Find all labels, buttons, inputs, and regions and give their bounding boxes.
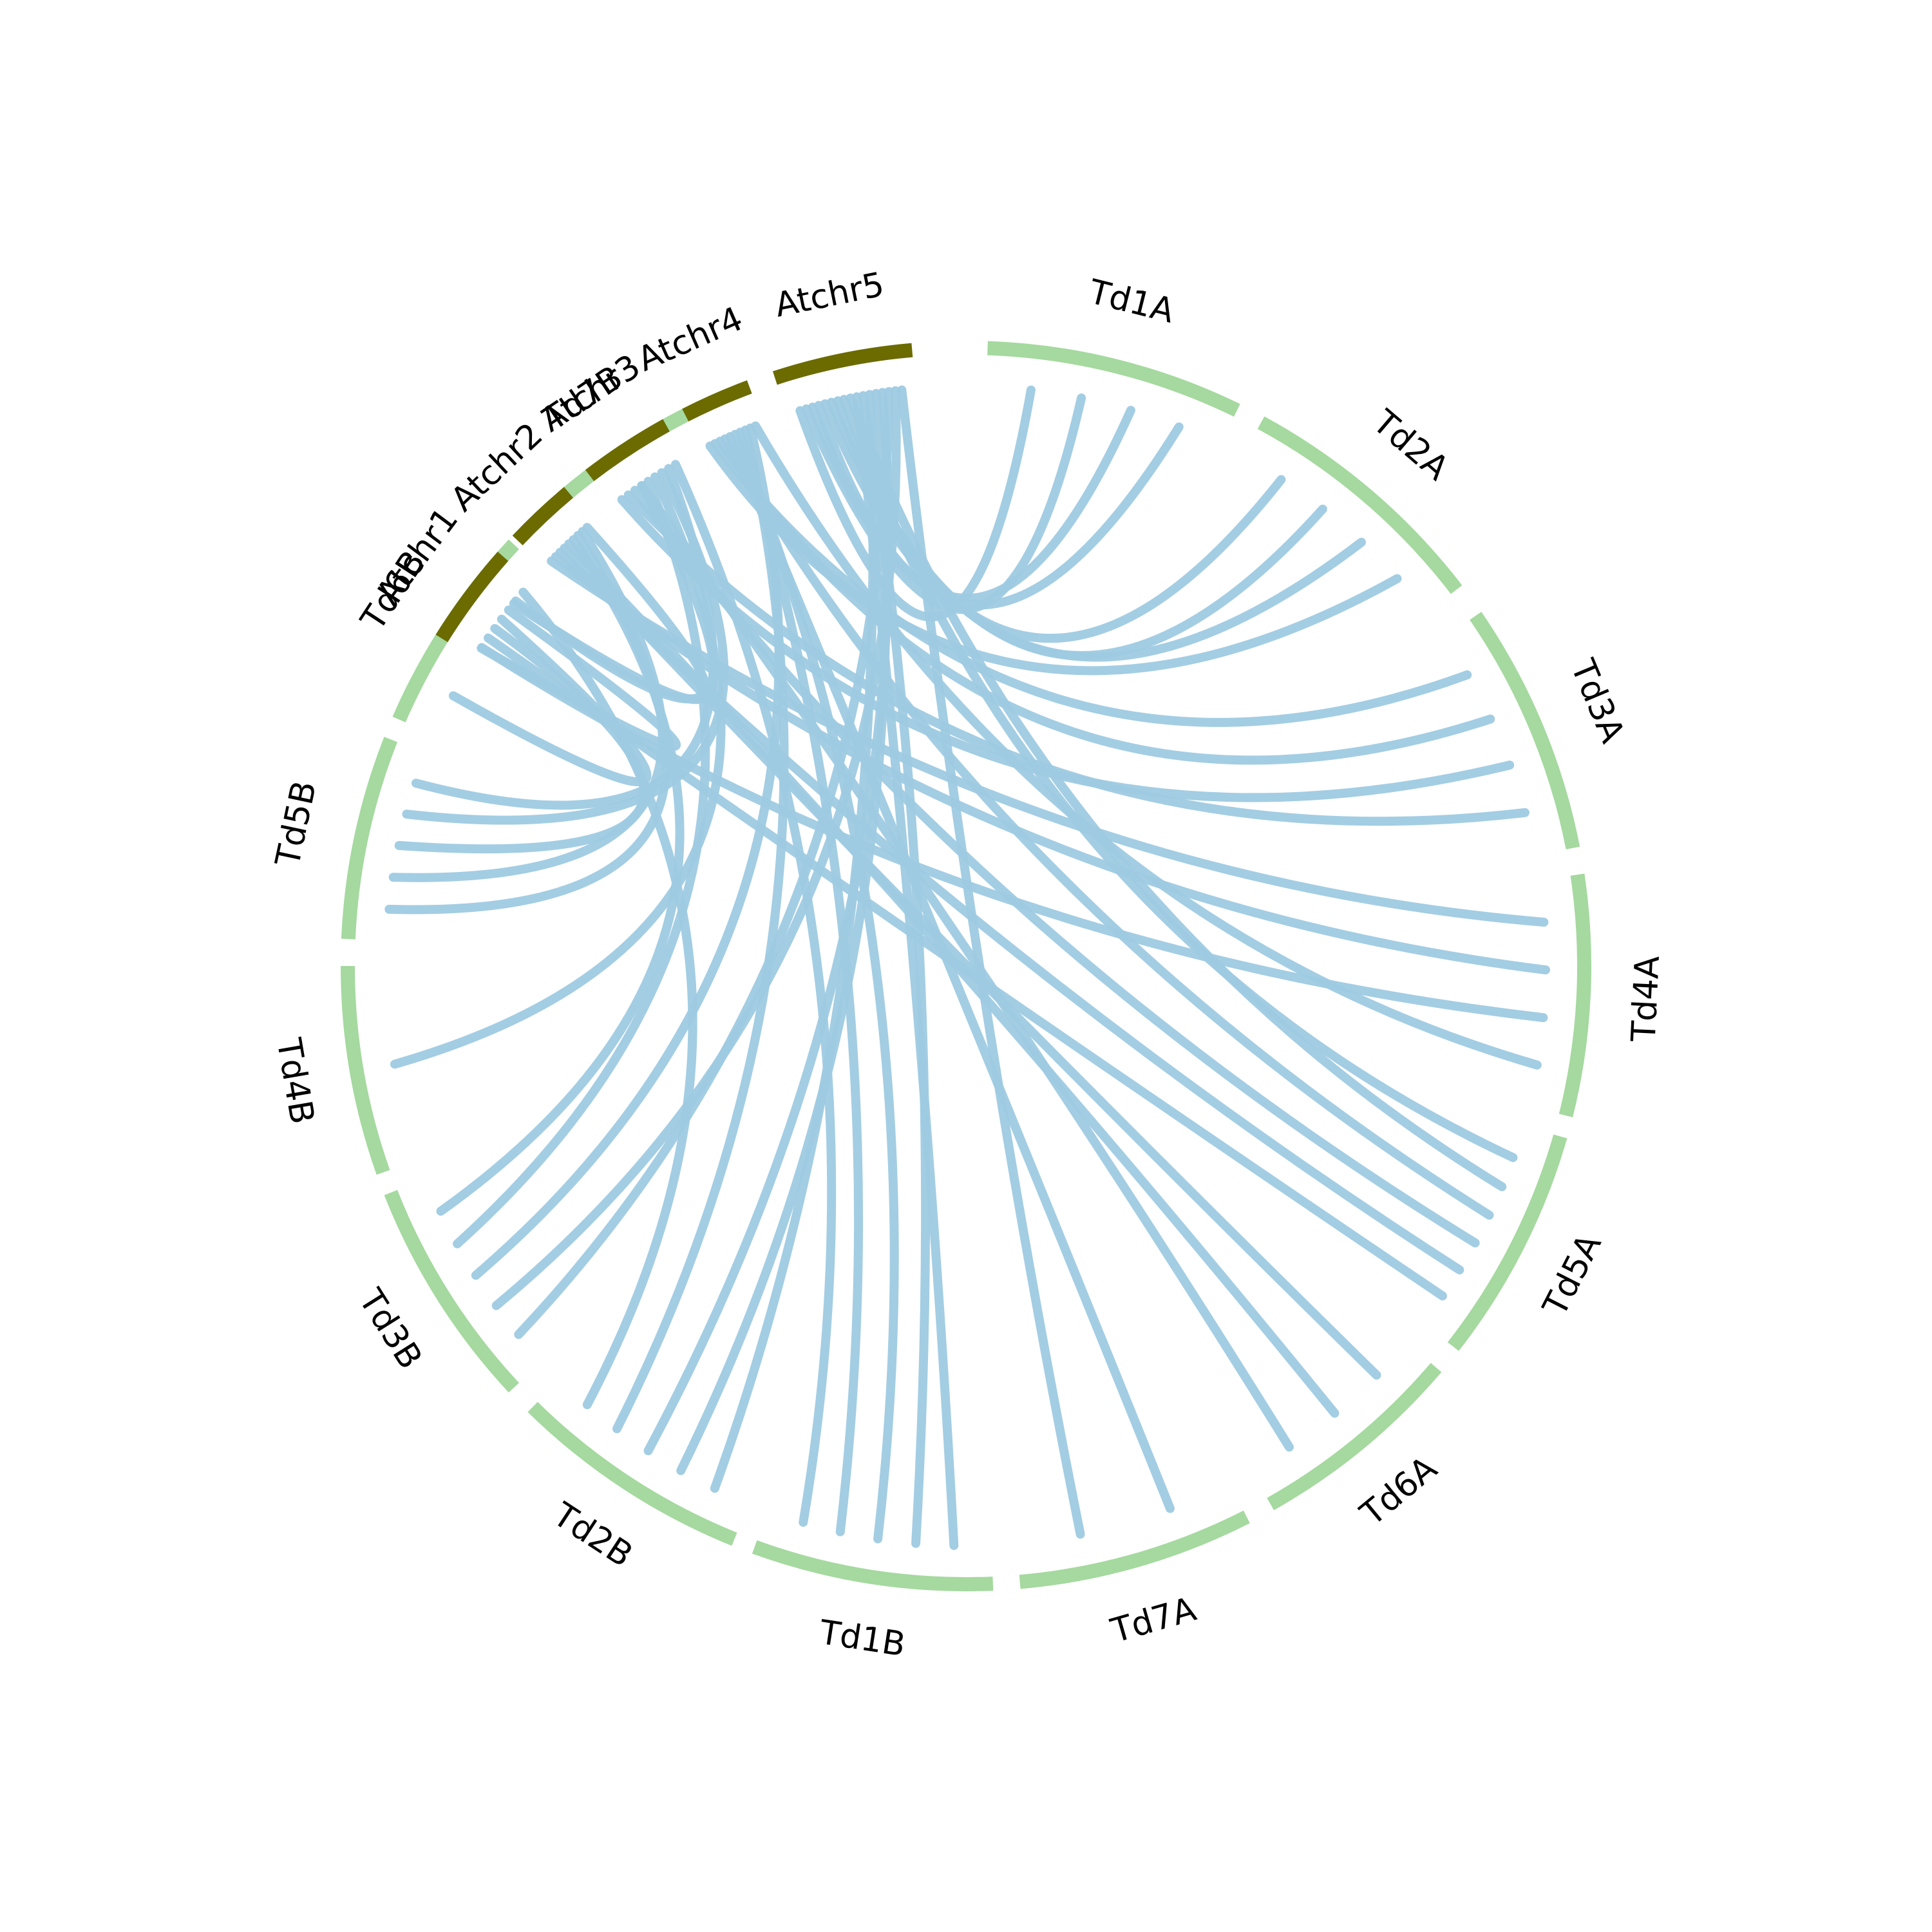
chromosome-arc-td2b	[527, 1401, 737, 1546]
chromosome-label-td1a: Td1A	[1084, 272, 1178, 331]
chromosome-arc-atchr2	[512, 487, 574, 545]
chromosome-label-td2b: Td2B	[545, 1495, 639, 1575]
chromosome-arc-atchr5	[772, 343, 913, 385]
chromosome-label-td5a: Td5A	[1535, 1227, 1609, 1322]
synteny-link-atchr1-td7b	[511, 480, 718, 704]
synteny-link-atchr3-td5b	[411, 464, 718, 810]
chromosome-arc-td4a	[1558, 873, 1591, 1117]
chromosome-label-td6a: Td6A	[1353, 1449, 1444, 1534]
synteny-link-atchr3-td1b	[670, 460, 837, 1527]
synteny-link-atchr5-td7a	[897, 385, 1085, 1539]
synteny-link-atchr5-td1a	[814, 401, 1184, 610]
synteny-link-atchr2-td6a	[560, 544, 1381, 1380]
synteny-link-atchr3-td3b	[453, 477, 710, 1249]
synteny-link-atchr1-td2b	[518, 587, 697, 1410]
chromosome-arc-td3a	[1470, 612, 1580, 849]
chromosome-arc-atchr4	[682, 380, 752, 422]
synteny-link-atchr4-td4a	[751, 421, 1542, 1070]
synteny-link-atchr4-td5a	[720, 434, 1494, 1220]
chromosome-label-atchr1: Atchr1	[369, 500, 466, 612]
chromosome-label-atchr2: Atchr2	[444, 415, 551, 519]
chromosome-arc-td1a	[987, 341, 1240, 417]
chromosome-arc-atchr3	[585, 419, 670, 482]
chromosome-label-td2a: Td2A	[1365, 402, 1456, 488]
chromosome-arc-td1b	[752, 1540, 994, 1591]
synteny-link-atchr4-td3b	[471, 423, 784, 1280]
chromosome-arc-td4b	[341, 965, 390, 1175]
synteny-link-atchr3-td4b	[390, 472, 726, 1069]
chromosome-arc-td6a	[1267, 1363, 1442, 1511]
chromosome-label-td3b: Td3B	[351, 1282, 430, 1376]
synteny-link-atchr2-td5b	[384, 531, 671, 914]
chromosome-arc-td7a	[1019, 1510, 1250, 1589]
synteny-link-atchr5-td5a	[839, 395, 1518, 1162]
chromosome-arc-td2a	[1257, 416, 1463, 594]
chromosome-label-td1b: Td1B	[817, 1613, 908, 1665]
synteny-link-atchr1-td6b	[477, 605, 681, 751]
chromosome-label-td4a: Td4A	[1625, 954, 1667, 1043]
synteny-link-atchr4-td3a	[715, 437, 1495, 765]
synteny-link-atchr4-td1b	[730, 430, 899, 1544]
chromosome-arc-td5a	[1447, 1134, 1567, 1351]
chromosome-arc-td5b	[341, 737, 398, 940]
chromosome-label-atchr5: Atchr5	[772, 265, 887, 325]
chromosome-label-atchr4: Atchr4	[632, 299, 749, 379]
synteny-link-atchr2-td6a	[564, 539, 1340, 1418]
synteny-link-atchr5-td3b	[514, 387, 894, 1340]
chromosome-label-td3a: Td3A	[1562, 654, 1631, 749]
chromosome-label-td7a: Td7A	[1106, 1590, 1200, 1651]
chromosome-label-td4b: Td4B	[269, 1035, 321, 1127]
chromosome-arcs-layer	[341, 341, 1591, 1591]
chromosome-label-td5b: Td5B	[269, 777, 325, 870]
chromosome-arc-td3b	[384, 1189, 519, 1393]
chromosome-arc-atchr1	[435, 551, 509, 643]
links-layer	[384, 385, 1550, 1550]
chromosome-label-atchr3: Atchr3	[534, 347, 647, 440]
